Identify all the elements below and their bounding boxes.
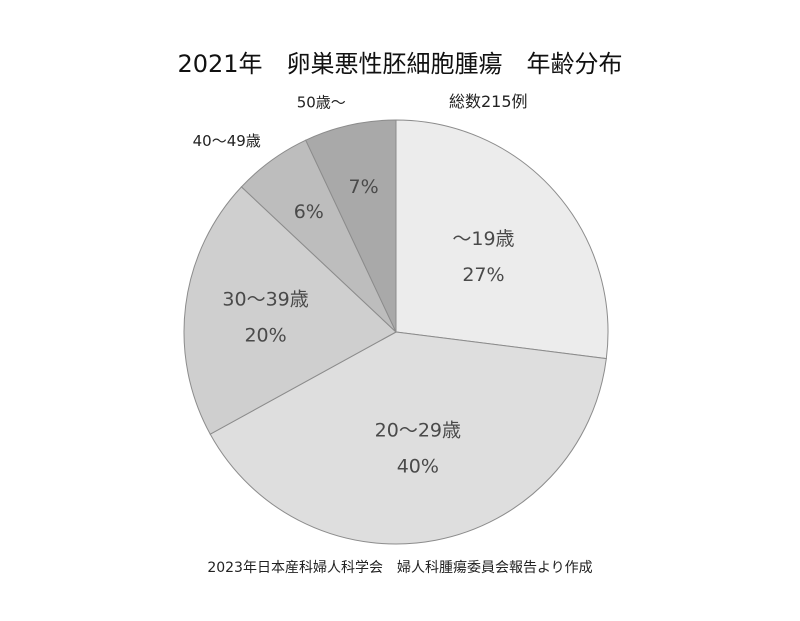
pie-slice-0 — [395, 119, 609, 360]
slice-percent-label-4: 7% — [349, 176, 379, 198]
slice-percent-label-1: 40% — [397, 456, 439, 478]
slice-category-label-0: ～19歳 — [452, 228, 514, 250]
slice-category-label-2: 30～39歳 — [222, 289, 308, 311]
total-count-label: 総数215例 — [449, 92, 528, 111]
slice-category-label-3: 40～49歳 — [193, 132, 261, 150]
pie-slice-1 — [209, 331, 607, 545]
source-note: 2023年日本産科婦人科学会 婦人科腫瘍委員会報告より作成 — [207, 560, 593, 576]
slice-percent-label-2: 20% — [244, 325, 286, 347]
slice-percent-label-3: 6% — [294, 201, 324, 223]
chart-title: 2021年 卵巣悪性胚細胞腫瘍 年齢分布 — [177, 50, 623, 78]
slice-category-label-4: 50歳～ — [297, 94, 346, 112]
pie-slice-2 — [183, 186, 397, 435]
slice-category-label-1: 20～29歳 — [375, 420, 461, 442]
slice-percent-label-0: 27% — [462, 264, 504, 286]
pie-slice-4 — [305, 119, 397, 333]
